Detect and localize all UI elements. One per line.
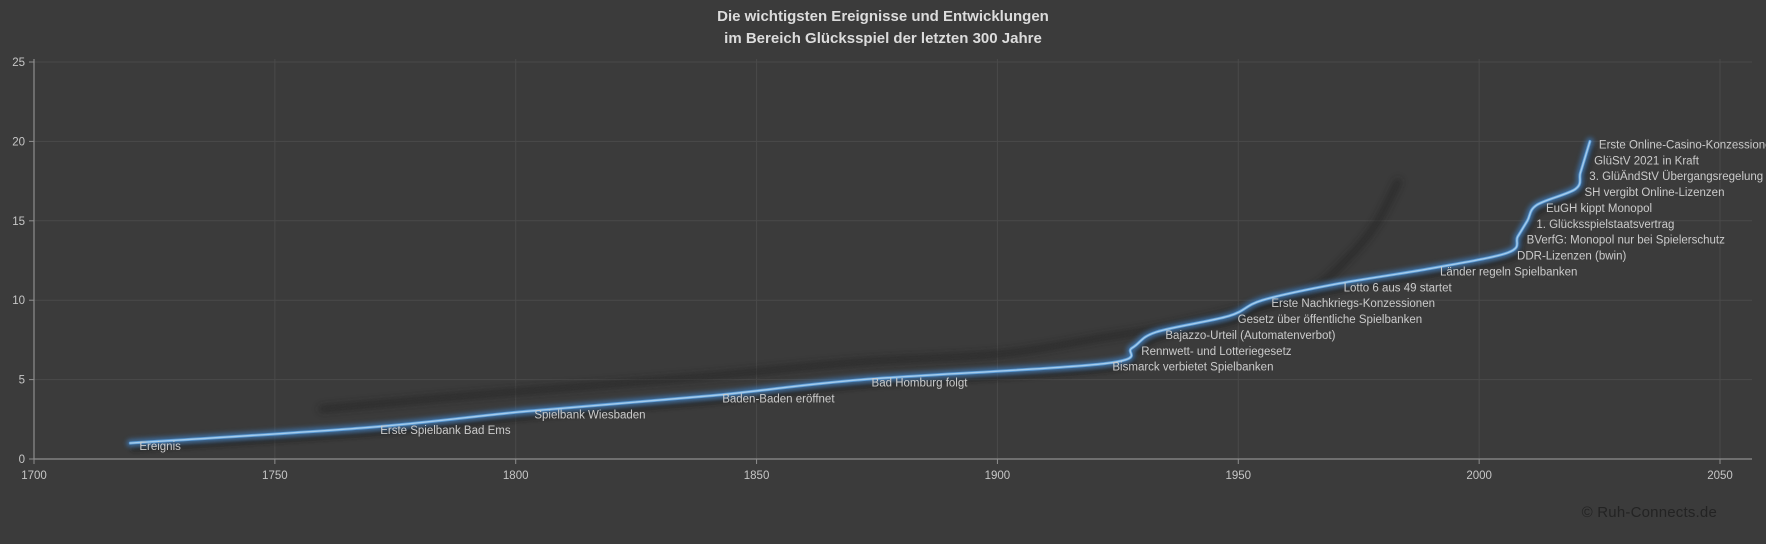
y-axis-tick-label: 10 [12, 295, 25, 307]
copyright-watermark: © Ruh-Connects.de [1581, 504, 1717, 521]
event-label: Erste Nachkriegs-Konzessionen [1271, 298, 1435, 310]
x-axis-tick-label: 1850 [744, 470, 770, 482]
series-drop-shadow [131, 145, 1596, 452]
axes [29, 59, 1752, 464]
x-axis-tick-label: 1900 [985, 470, 1011, 482]
event-label: Bad Homburg folgt [872, 378, 969, 390]
event-label: Ereignis [139, 441, 181, 453]
chart-title-line-2: im Bereich Glücksspiel der letzten 300 J… [724, 30, 1042, 47]
x-axis-tick-label: 2000 [1466, 470, 1492, 482]
y-axis-tick-label: 5 [19, 375, 25, 387]
event-label: SH vergibt Online-Lizenzen [1584, 187, 1724, 199]
y-axis-tick-label: 25 [12, 57, 25, 69]
axis-tick-labels: 1700 1750 1800 1850 1900 1950 2000 2050 0 5 10 15 20… [12, 57, 1733, 482]
event-label: Bismarck verbietet Spielbanken [1112, 362, 1273, 374]
event-line-series [126, 137, 1596, 452]
event-label: Bajazzo-Urteil (Automatenverbot) [1165, 330, 1335, 342]
event-label: Länder regeln Spielbanken [1440, 266, 1577, 278]
event-label: Baden-Baden eröffnet [722, 393, 835, 405]
series-line-highlight [129, 140, 1591, 444]
x-axis-tick-label: 1800 [503, 470, 529, 482]
y-axis-tick-label: 20 [12, 136, 25, 148]
y-axis-tick-label: 0 [19, 454, 25, 466]
event-label: GlüStV 2021 in Kraft [1594, 155, 1700, 167]
y-axis-tick-label: 15 [12, 216, 25, 228]
x-axis-tick-label: 2050 [1707, 470, 1733, 482]
event-label: Lotto 6 aus 49 startet [1344, 282, 1453, 294]
event-label: DDR-Lizenzen (bwin) [1517, 251, 1626, 263]
chart-title-line-1: Die wichtigsten Ereignisse und Entwicklu… [717, 8, 1049, 25]
x-axis-tick-label: 1950 [1225, 470, 1251, 482]
x-axis-tick-label: 1700 [21, 470, 47, 482]
event-label: Rennwett- und Lotteriegesetz [1141, 346, 1291, 358]
event-label: 3. GlüÄndStV Übergangsregelung [1589, 171, 1763, 183]
event-label: Erste Spielbank Bad Ems [380, 425, 511, 437]
event-label: BVerfG: Monopol nur bei Spielerschutz [1527, 235, 1725, 247]
echo-shadow-path [318, 178, 1402, 413]
event-label: Gesetz über öffentliche Spielbanken [1238, 314, 1423, 326]
x-axis-tick-label: 1750 [262, 470, 288, 482]
event-label: EuGH kippt Monopol [1546, 203, 1652, 215]
event-label: Spielbank Wiesbaden [534, 409, 645, 421]
event-label: Erste Online-Casino-Konzessionen [1599, 139, 1766, 151]
event-label: 1. Glücksspielstaatsvertrag [1536, 219, 1674, 231]
chart-title: Die wichtigsten Ereignisse und Entwicklu… [0, 6, 1766, 50]
event-labels: Ereignis Erste Spielbank Bad Ems Spielbank… [139, 139, 1766, 453]
echo-shadow-line [318, 178, 1402, 413]
